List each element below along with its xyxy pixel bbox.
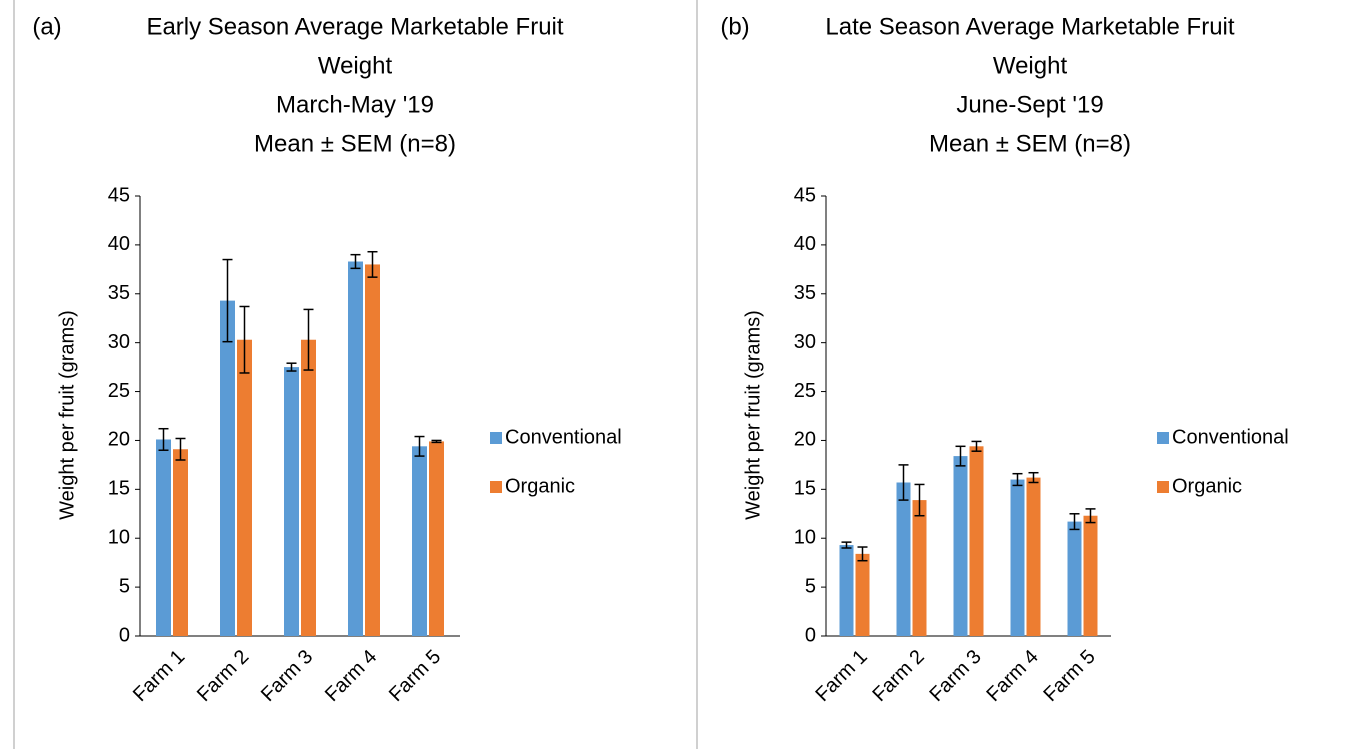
legend-swatch xyxy=(490,432,502,444)
bar xyxy=(1067,521,1082,636)
bar xyxy=(969,446,984,636)
y-tick-label: 5 xyxy=(119,575,130,597)
bar xyxy=(1026,477,1041,636)
y-axis-title: Weight per fruit (grams) xyxy=(56,310,78,520)
legend-label: Conventional xyxy=(1172,426,1289,448)
bar xyxy=(348,261,363,636)
legend-swatch xyxy=(1157,432,1169,444)
legend-label: Organic xyxy=(505,475,575,497)
chart-title: Mean ± SEM (n=8) xyxy=(254,130,456,157)
error-bar xyxy=(350,253,361,270)
chart-title: Weight xyxy=(993,52,1068,79)
y-tick-label: 10 xyxy=(108,527,130,549)
error-bar xyxy=(286,362,297,372)
chart-title: Weight xyxy=(318,52,393,79)
error-bar xyxy=(175,437,186,461)
error-bar xyxy=(1069,513,1080,531)
y-axis-title: Weight per fruit (grams) xyxy=(742,310,764,520)
error-bar xyxy=(414,435,425,457)
bar xyxy=(1010,479,1025,636)
y-tick-label: 45 xyxy=(794,184,816,206)
error-bar xyxy=(1028,471,1039,484)
error-bar xyxy=(914,483,925,517)
panel-label: (b) xyxy=(720,13,749,40)
chart-title: Early Season Average Marketable Fruit xyxy=(146,13,563,40)
y-tick-label: 0 xyxy=(119,624,130,646)
chart-title: Late Season Average Marketable Fruit xyxy=(825,13,1234,40)
bar xyxy=(855,553,870,636)
y-tick-label: 20 xyxy=(108,429,130,451)
bar xyxy=(912,500,927,636)
bar xyxy=(1083,515,1098,636)
bar xyxy=(429,441,444,636)
y-tick-label: 10 xyxy=(794,527,816,549)
error-bar xyxy=(303,308,314,371)
bar xyxy=(237,339,252,636)
panel-label: (a) xyxy=(32,13,61,40)
error-bar xyxy=(841,541,852,549)
y-tick-label: 25 xyxy=(108,380,130,402)
error-bar xyxy=(857,546,868,562)
y-tick-label: 0 xyxy=(805,624,816,646)
error-bar xyxy=(955,445,966,467)
y-tick-label: 5 xyxy=(805,575,816,597)
y-tick-label: 15 xyxy=(794,478,816,500)
bar xyxy=(839,545,854,636)
legend-swatch xyxy=(490,481,502,493)
y-tick-label: 40 xyxy=(108,233,130,255)
bar xyxy=(412,446,427,636)
error-bar xyxy=(971,440,982,452)
legend-label: Organic xyxy=(1172,475,1242,497)
chart-title: June-Sept '19 xyxy=(956,91,1103,118)
bar xyxy=(284,367,299,636)
legend-swatch xyxy=(1157,481,1169,493)
bar xyxy=(173,449,188,636)
chart-title: March-May '19 xyxy=(276,91,434,118)
y-tick-label: 45 xyxy=(108,184,130,206)
y-tick-label: 20 xyxy=(794,429,816,451)
error-bar xyxy=(239,305,250,374)
error-bar xyxy=(898,464,909,501)
y-tick-label: 15 xyxy=(108,478,130,500)
bar xyxy=(896,482,911,636)
chart-title: Mean ± SEM (n=8) xyxy=(929,130,1131,157)
legend-label: Conventional xyxy=(505,426,622,448)
error-bar xyxy=(431,439,442,444)
y-tick-label: 35 xyxy=(108,282,130,304)
y-tick-label: 30 xyxy=(794,331,816,353)
bar xyxy=(156,439,171,636)
error-bar xyxy=(158,427,169,451)
bar xyxy=(365,264,380,636)
bar xyxy=(301,339,316,636)
y-tick-label: 40 xyxy=(794,233,816,255)
y-tick-label: 35 xyxy=(794,282,816,304)
bar xyxy=(220,300,235,636)
error-bar xyxy=(1085,508,1096,524)
y-tick-label: 25 xyxy=(794,380,816,402)
bar xyxy=(953,456,968,636)
error-bar xyxy=(222,258,233,343)
error-bar xyxy=(1012,472,1023,487)
y-tick-label: 30 xyxy=(108,331,130,353)
error-bar xyxy=(367,250,378,278)
